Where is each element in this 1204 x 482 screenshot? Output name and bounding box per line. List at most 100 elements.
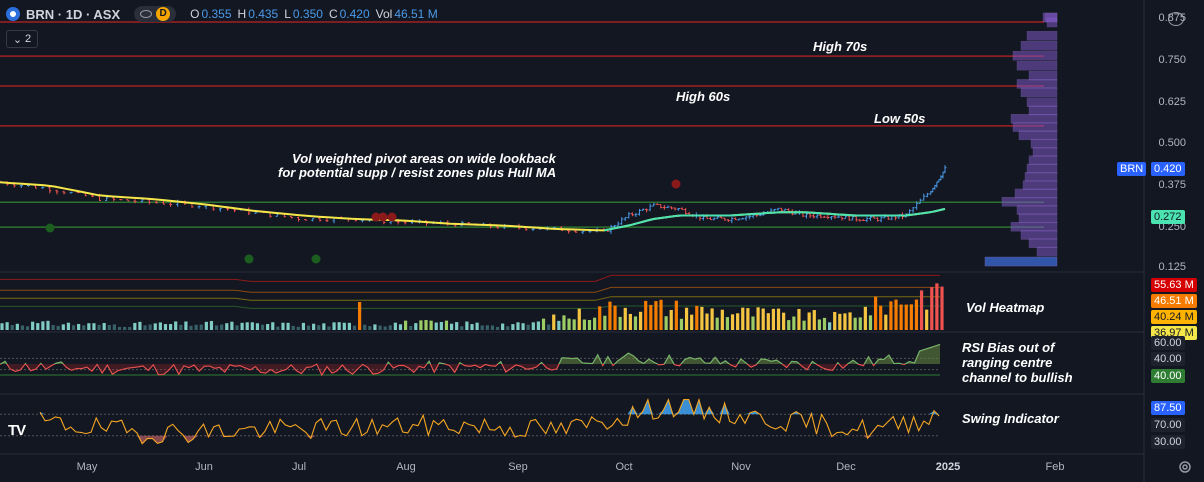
last-price-badge: 0.420 — [1151, 162, 1185, 176]
volume-bar — [46, 320, 50, 330]
signal-dot — [311, 254, 321, 264]
volume-bar — [526, 324, 530, 330]
volume-bar — [531, 322, 535, 330]
volume-bar — [56, 325, 60, 330]
volume-bar — [255, 323, 260, 330]
volume-bar — [761, 308, 765, 330]
volume-bar — [460, 326, 464, 330]
volume-bar — [133, 322, 137, 330]
volume-bar — [97, 324, 101, 330]
rsi-line — [0, 343, 941, 377]
hull-ma-line — [0, 181, 946, 232]
volume-bar — [31, 321, 35, 330]
volume-bar — [378, 325, 382, 330]
hull-value-badge: 0.272 — [1151, 210, 1185, 224]
ohlc-key-c: C — [328, 7, 338, 21]
volume-bar — [725, 317, 730, 330]
tradingview-logo: TV — [8, 422, 26, 439]
volume-bar — [577, 308, 581, 330]
volume-profile-bar — [1018, 130, 1058, 141]
volume-bar — [541, 318, 546, 330]
volume-bar — [209, 320, 214, 330]
volume-bar — [633, 316, 638, 330]
volume-bar — [618, 316, 622, 330]
volume-bar — [659, 299, 663, 330]
signal-dot — [671, 179, 681, 189]
ohlc-key-h: H — [237, 7, 247, 21]
volume-bar — [572, 319, 576, 330]
volume-bar — [143, 325, 147, 330]
visibility-pill[interactable]: D — [134, 6, 177, 22]
pane-separators — [0, 0, 1145, 482]
volume-bar — [501, 323, 505, 330]
volume-profile-bar — [984, 256, 1058, 267]
swing-fill-oversold — [40, 435, 940, 444]
time-tick-dec: Dec — [836, 461, 856, 473]
volume-bar — [822, 317, 827, 330]
rsi-pane — [0, 343, 941, 377]
signal-dots — [45, 179, 681, 264]
hull-ma-falling — [0, 181, 946, 232]
swing-badge-upper: 70.00 — [1151, 418, 1185, 432]
time-tick-sep: Sep — [508, 461, 528, 473]
volume-profile-bar — [1001, 197, 1058, 207]
volume-bar — [562, 315, 566, 330]
volume-bar — [327, 326, 331, 330]
eye-icon[interactable] — [140, 10, 153, 18]
volume-bar — [332, 322, 336, 330]
volume-bar — [444, 320, 449, 330]
ohlc-value-h: 0.435 — [248, 7, 279, 21]
volume-bar — [889, 301, 893, 330]
time-tick-nov: Nov — [731, 461, 751, 473]
volume-profile-bar — [1030, 138, 1058, 149]
volume-bar — [695, 305, 699, 330]
volume-profile-bar — [1028, 238, 1058, 248]
volume-threshold-band — [0, 296, 940, 301]
volume-bar — [480, 325, 484, 330]
volume-bar — [730, 314, 735, 330]
volume-profile-bar — [1012, 122, 1058, 132]
volume-bar — [245, 322, 249, 330]
annotation-high60: High 60s — [676, 89, 731, 104]
rsi-fill-bull — [0, 344, 940, 364]
volume-bar — [475, 322, 479, 330]
volume-bar — [879, 305, 883, 330]
indicator-collapse-button[interactable]: ⌄ 2 — [6, 30, 38, 48]
symbol-logo-icon — [6, 7, 20, 21]
volume-bar — [225, 323, 229, 330]
volume-profile-bar — [1024, 172, 1058, 182]
rsi-badge-upper: 60.00 — [1151, 336, 1185, 350]
volume-bar — [654, 301, 658, 330]
volume-profile-bar — [1016, 60, 1058, 71]
volume-bar — [439, 321, 443, 330]
volume-bar — [220, 324, 224, 330]
rsi-label-line2: ranging centre — [962, 355, 1053, 370]
price-tick-6: 0.250 — [1158, 221, 1186, 233]
volume-bar — [613, 305, 617, 330]
price-tick-2: 0.750 — [1158, 54, 1186, 66]
swing-badge-value: 87.50 — [1151, 401, 1185, 415]
volume-heatmap-pane — [0, 274, 944, 330]
volume-bar — [741, 307, 745, 330]
volume-bar — [398, 324, 403, 330]
symbol-title[interactable]: BRN · 1D · ASX — [26, 6, 121, 22]
volume-bar — [0, 323, 4, 330]
volume-profile-bar — [1010, 221, 1058, 232]
volume-bar — [521, 323, 525, 330]
volume-bar — [174, 321, 178, 330]
volume-bar — [194, 324, 198, 330]
volume-bar — [322, 323, 326, 330]
swing-fill-overbought — [40, 399, 940, 415]
volume-bar — [746, 308, 750, 330]
volume-profile-bar — [1046, 17, 1058, 28]
volume-badge-high: 40.24 M — [1151, 310, 1197, 324]
volume-bar — [899, 304, 903, 330]
top-right-circle-icon[interactable] — [1168, 12, 1184, 26]
volume-bar — [230, 321, 234, 330]
volume-profile-bar — [1012, 50, 1058, 61]
gear-icon[interactable] — [1178, 460, 1192, 474]
volume-bar — [189, 325, 193, 330]
volume-profile-bar — [1022, 180, 1058, 190]
volume-bar — [271, 322, 275, 330]
